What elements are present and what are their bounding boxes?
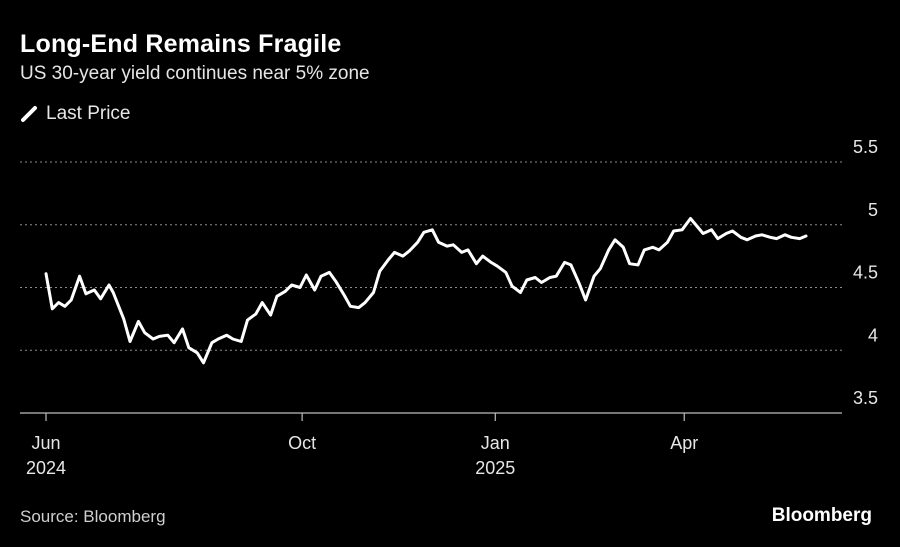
source-note: Source: Bloomberg	[20, 507, 166, 526]
chart-subtitle: US 30-year yield continues near 5% zone	[20, 63, 370, 84]
x-tick-label: Jun	[31, 433, 60, 453]
bloomberg-logo: Bloomberg	[771, 505, 872, 526]
legend: Last Price	[20, 103, 130, 125]
y-tick-label: 4	[868, 325, 878, 345]
y-tick-label: 5.5	[853, 137, 878, 157]
legend-line-icon	[21, 106, 37, 122]
x-tick-label: Jan	[481, 433, 510, 453]
x-tick-sublabel: 2024	[26, 458, 66, 478]
series-line-last-price	[44, 217, 808, 365]
x-tick-label: Oct	[288, 433, 316, 453]
legend-label: Last Price	[46, 103, 131, 124]
x-tick-label: Apr	[670, 433, 698, 453]
y-tick-label: 4.5	[853, 263, 878, 283]
y-tick-label: 5	[868, 200, 878, 220]
chart-title: Long-End Remains Fragile	[20, 30, 342, 58]
x-tick-sublabel: 2025	[475, 458, 515, 478]
y-tick-label: 3.5	[853, 388, 878, 408]
